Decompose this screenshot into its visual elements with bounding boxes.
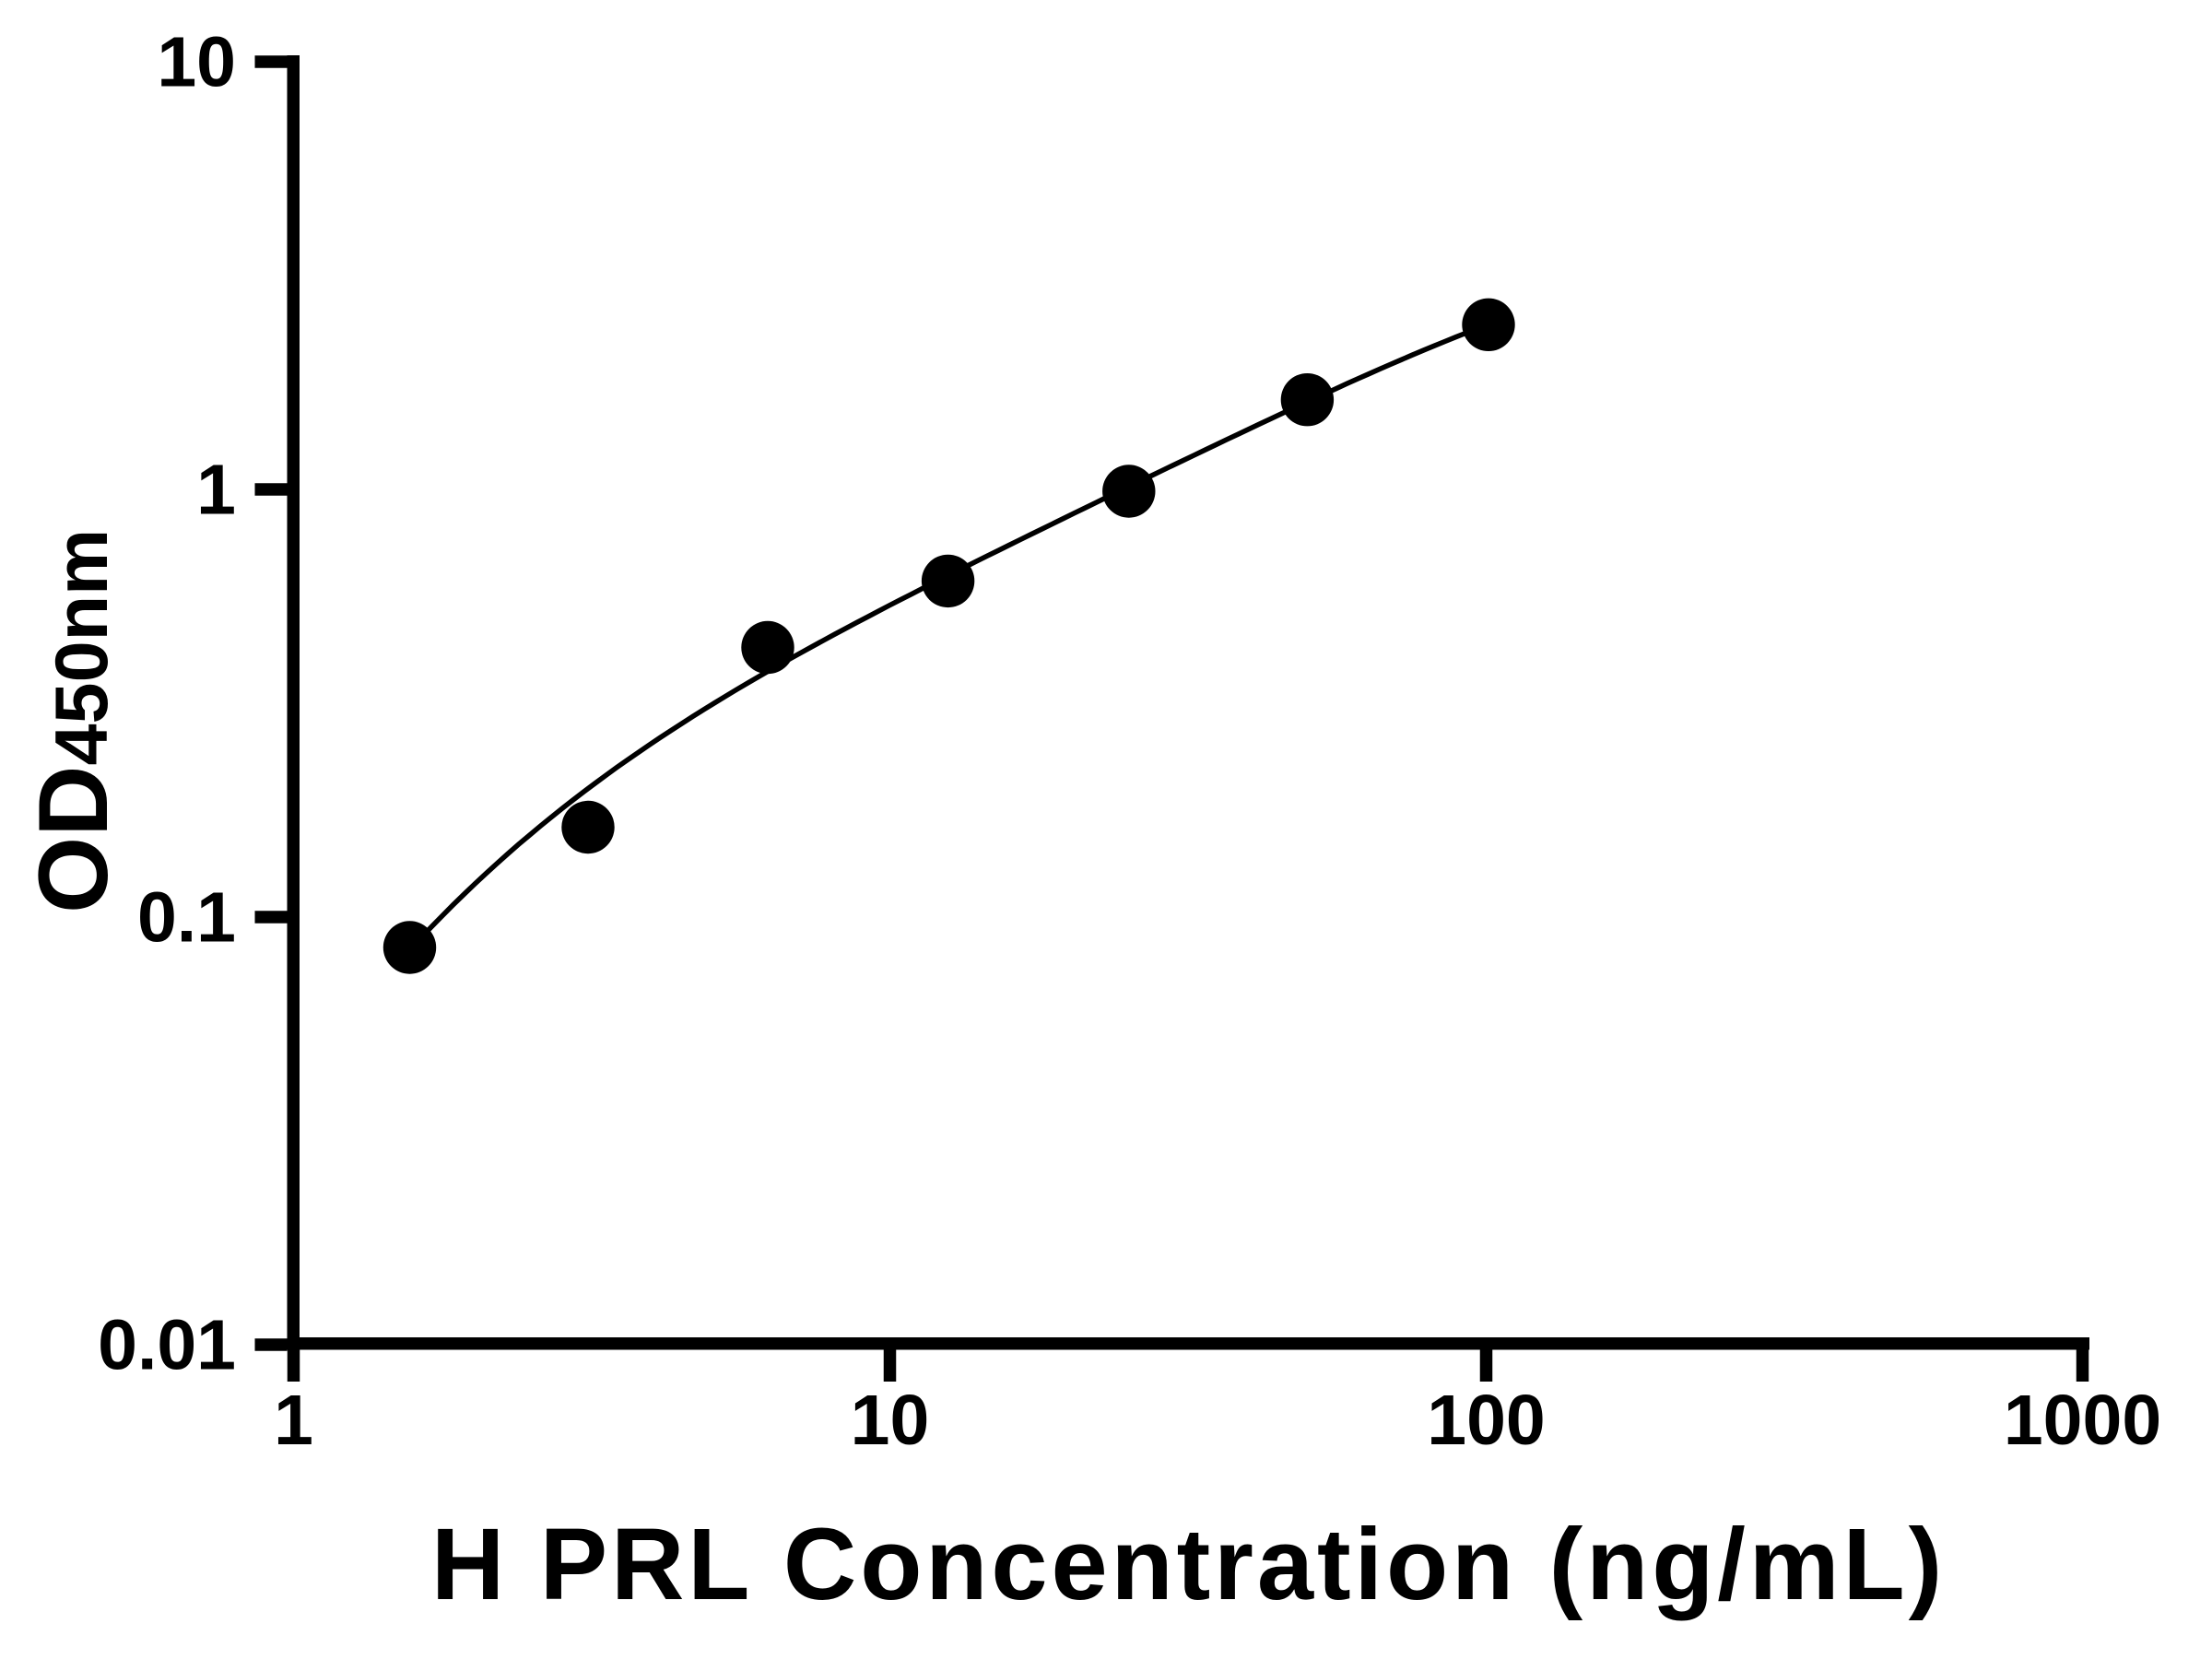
svg-text:0.01: 0.01 [98, 1306, 236, 1385]
svg-text:1: 1 [196, 451, 236, 530]
svg-text:1000: 1000 [2004, 1381, 2161, 1460]
svg-text:0.1: 0.1 [137, 878, 236, 958]
svg-text:10: 10 [851, 1381, 930, 1460]
svg-text:H PRL Concentration (ng/mL): H PRL Concentration (ng/mL) [431, 1508, 1946, 1621]
svg-text:1: 1 [274, 1381, 313, 1460]
svg-text:10: 10 [157, 23, 236, 102]
svg-text:100: 100 [1427, 1381, 1545, 1460]
svg-text:OD450nm: OD450nm [18, 529, 128, 913]
